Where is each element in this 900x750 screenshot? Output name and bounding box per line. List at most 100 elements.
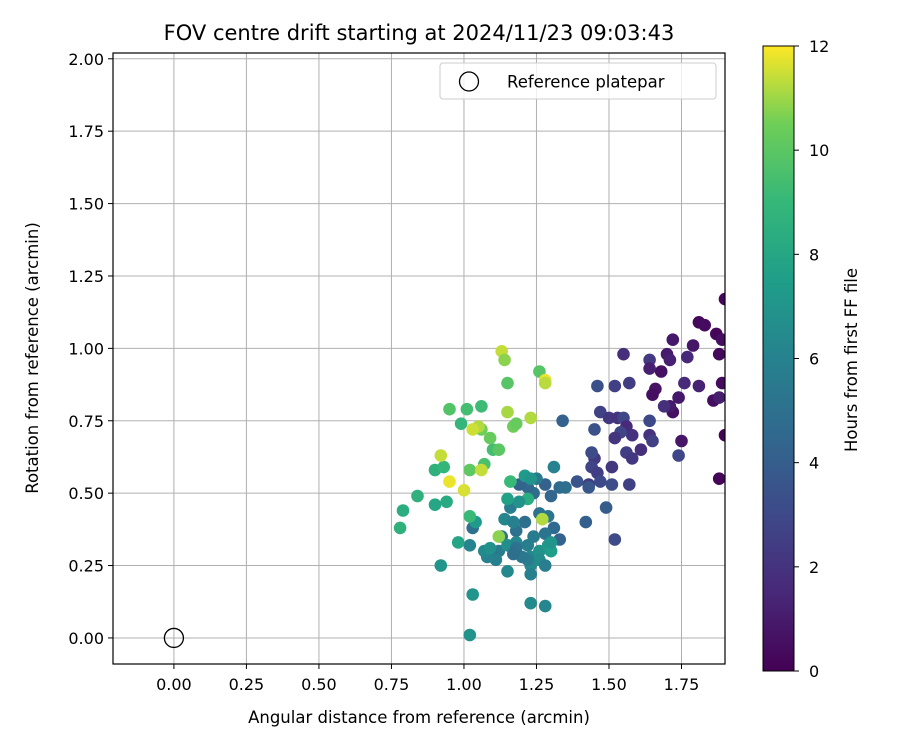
data-point xyxy=(643,353,656,367)
data-point xyxy=(538,559,552,572)
data-point xyxy=(483,431,497,445)
data-point xyxy=(715,376,725,390)
data-point xyxy=(712,391,725,404)
data-point xyxy=(492,530,506,543)
data-point xyxy=(463,539,477,552)
data-point xyxy=(678,376,691,390)
colorbar-tick-label: 10 xyxy=(809,141,829,160)
x-tick-label: 1.50 xyxy=(591,675,627,694)
data-point xyxy=(536,512,549,526)
data-point xyxy=(501,405,514,419)
data-point xyxy=(634,443,648,457)
data-point xyxy=(475,463,488,477)
data-point xyxy=(559,481,572,494)
x-axis-label: Angular distance from reference (arcmin) xyxy=(248,708,590,727)
data-point xyxy=(501,492,514,506)
data-point xyxy=(712,472,725,485)
colorbar-tick-label: 0 xyxy=(809,662,819,681)
data-point xyxy=(570,475,584,488)
colorbar: 0 2 4 6 8 10 12 Hours from first FF file xyxy=(762,37,861,681)
colorbar-gradient xyxy=(762,45,795,672)
data-point xyxy=(443,475,456,488)
plot-frame xyxy=(112,52,726,665)
data-point xyxy=(483,541,497,555)
data-point xyxy=(643,362,656,375)
x-axis: 0.00 0.25 0.50 0.75 1.00 1.25 1.50 1.75 xyxy=(156,664,699,694)
data-point xyxy=(623,376,636,390)
data-point xyxy=(544,536,558,549)
data-point xyxy=(466,588,480,601)
data-point xyxy=(521,539,535,552)
data-point xyxy=(428,498,442,512)
data-points xyxy=(163,292,725,649)
data-point xyxy=(524,567,537,581)
legend: Reference platepar xyxy=(439,62,717,100)
data-point xyxy=(608,431,622,445)
data-point xyxy=(672,449,685,462)
legend-box xyxy=(439,62,717,100)
x-tick-label: 0.00 xyxy=(156,675,192,694)
data-point xyxy=(547,460,561,474)
colorbar-label: Hours from first FF file xyxy=(842,268,861,452)
data-point xyxy=(588,423,601,436)
data-point xyxy=(434,559,448,572)
data-point xyxy=(686,339,700,352)
data-point xyxy=(463,510,477,523)
data-point xyxy=(507,547,520,561)
data-point xyxy=(625,452,639,465)
data-point xyxy=(608,533,622,546)
y-tick-label: 0.75 xyxy=(68,412,104,431)
data-point xyxy=(608,379,622,393)
x-tick-label: 1.75 xyxy=(664,675,700,694)
data-point xyxy=(460,402,474,416)
colorbar-tick-label: 12 xyxy=(809,37,829,56)
data-point xyxy=(582,481,595,494)
data-point xyxy=(466,423,480,436)
data-point xyxy=(518,515,532,529)
data-point xyxy=(396,504,410,517)
data-point xyxy=(512,495,526,509)
data-point xyxy=(504,475,517,488)
data-point xyxy=(451,536,465,549)
data-point xyxy=(475,400,488,413)
data-point xyxy=(463,463,477,477)
data-point xyxy=(646,434,659,448)
data-point xyxy=(544,489,558,503)
data-point xyxy=(440,495,453,509)
data-point xyxy=(585,446,598,459)
data-point xyxy=(594,475,607,488)
y-axis-label: Rotation from reference (arcmin) xyxy=(23,222,42,494)
data-point xyxy=(556,414,569,428)
data-point xyxy=(443,402,456,416)
x-tick-label: 0.75 xyxy=(374,675,410,694)
reference-platepar-marker xyxy=(163,627,185,649)
colorbar-tick-label: 6 xyxy=(809,350,819,369)
legend-label: Reference platepar xyxy=(507,73,665,92)
data-point xyxy=(718,292,725,306)
y-tick-label: 1.25 xyxy=(68,267,104,286)
data-point xyxy=(501,376,514,390)
data-point xyxy=(715,333,725,346)
data-point xyxy=(591,379,604,393)
data-point xyxy=(454,417,468,431)
x-tick-label: 0.25 xyxy=(229,675,265,694)
data-point xyxy=(625,428,639,442)
data-point xyxy=(509,417,523,431)
x-tick-label: 1.00 xyxy=(446,675,482,694)
data-point xyxy=(599,501,613,514)
y-tick-label: 0.00 xyxy=(68,629,104,648)
data-point xyxy=(492,443,506,457)
data-point xyxy=(411,489,424,503)
data-point xyxy=(538,376,552,390)
data-point xyxy=(434,449,448,462)
colorbar-ticks: 0 2 4 6 8 10 12 xyxy=(794,37,829,681)
data-point xyxy=(672,391,685,404)
data-point xyxy=(646,388,659,402)
y-tick-label: 0.25 xyxy=(68,557,104,576)
data-point xyxy=(498,353,511,367)
data-point xyxy=(463,628,477,642)
data-point xyxy=(524,596,537,610)
x-tick-label: 1.25 xyxy=(519,675,555,694)
y-tick-label: 1.00 xyxy=(68,339,104,358)
data-point xyxy=(602,411,616,425)
